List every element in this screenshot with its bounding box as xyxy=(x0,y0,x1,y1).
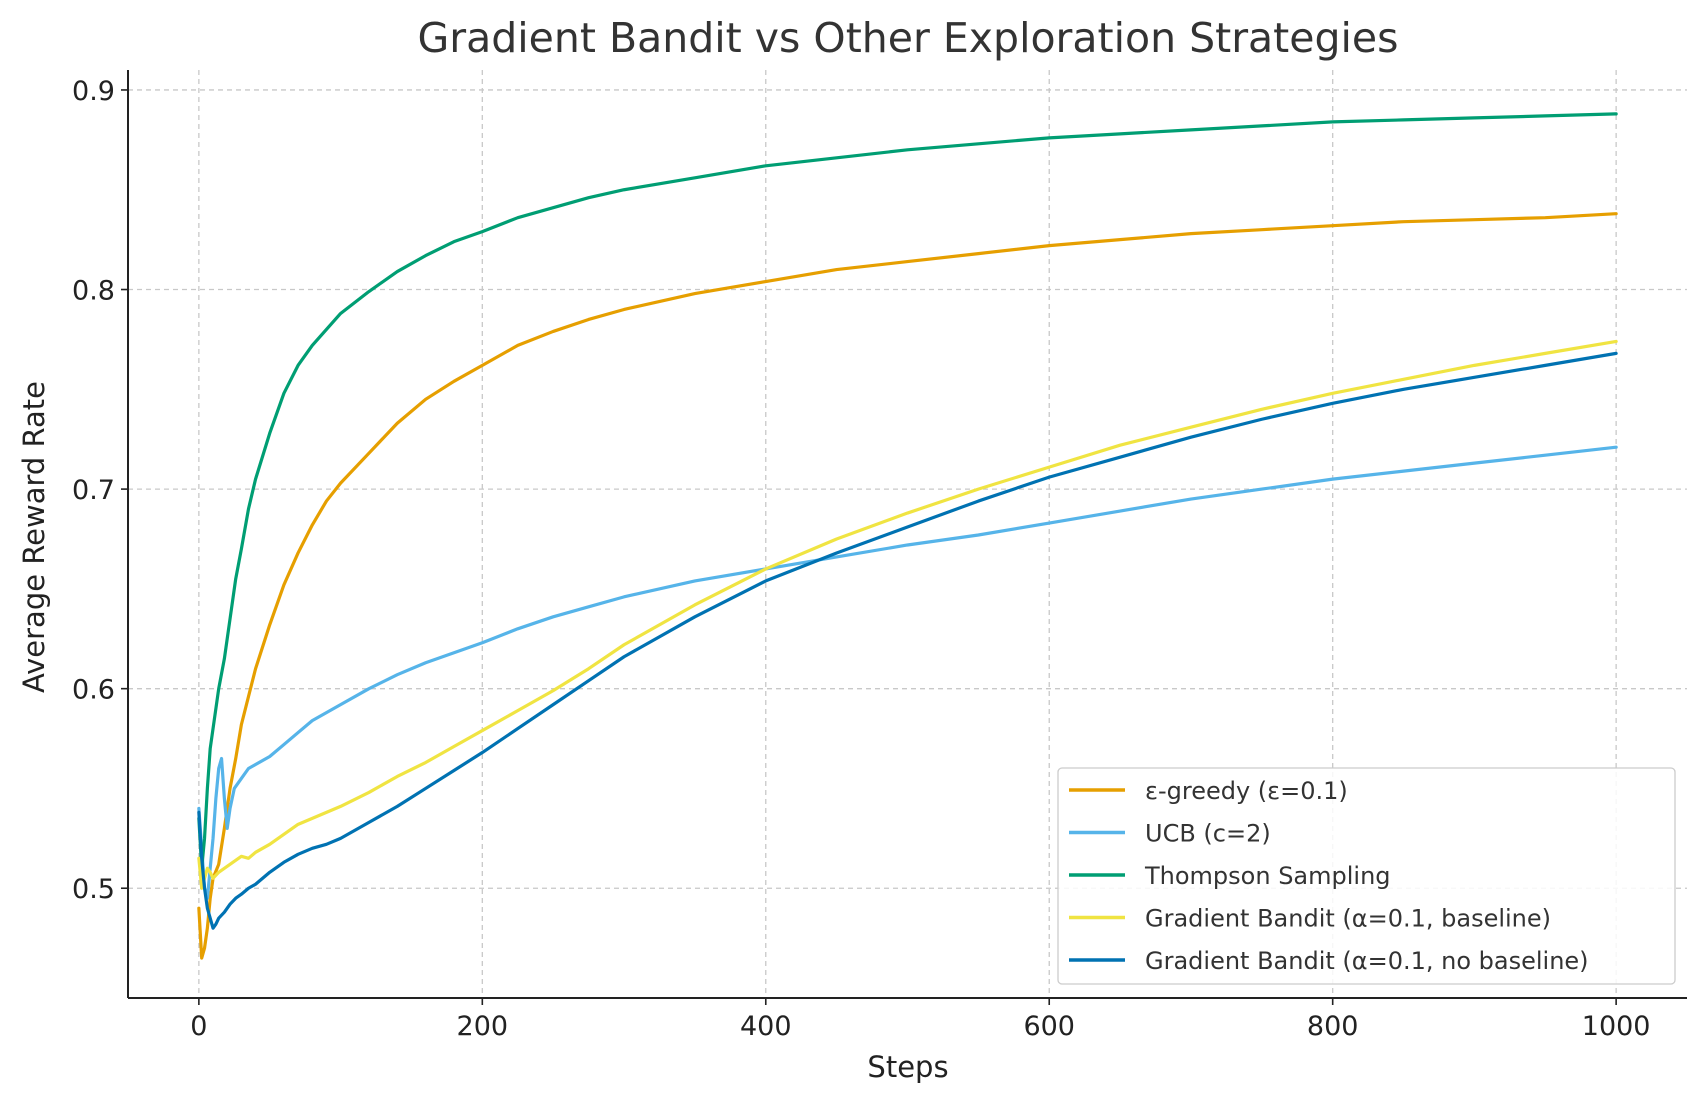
series-lines xyxy=(197,112,1618,960)
x-tick-label: 200 xyxy=(457,1011,509,1042)
y-tick-label: 0.8 xyxy=(72,276,115,307)
y-axis-ticks: 0.5 0.6 0.7 0.8 0.9 xyxy=(72,76,128,905)
series-line-4 xyxy=(197,339,1618,890)
series-line-2 xyxy=(197,445,1618,900)
y-axis-title: Average Reward Rate xyxy=(17,381,51,693)
y-tick-label: 0.9 xyxy=(72,76,115,107)
y-tick-label: 0.5 xyxy=(72,874,115,905)
y-tick-label: 0.7 xyxy=(72,475,115,506)
x-axis-title: Steps xyxy=(867,1050,948,1084)
legend-label: Gradient Bandit (α=0.1, no baseline) xyxy=(1145,947,1589,975)
x-tick-label: 600 xyxy=(1023,1011,1075,1042)
axes xyxy=(127,70,1687,999)
x-tick-label: 0 xyxy=(190,1011,207,1042)
legend-box xyxy=(1057,767,1676,985)
x-tick-label: 800 xyxy=(1307,1011,1359,1042)
legend-label: UCB (c=2) xyxy=(1145,820,1271,848)
legend-label: Gradient Bandit (α=0.1, baseline) xyxy=(1145,905,1551,933)
legend-label: Thompson Sampling xyxy=(1144,862,1391,890)
chart-title: Gradient Bandit vs Other Exploration Str… xyxy=(418,14,1399,62)
legend: ε-greedy (ε=0.1) UCB (c=2) Thompson Sampli… xyxy=(1057,767,1676,985)
y-tick-label: 0.6 xyxy=(72,675,115,706)
x-axis-ticks: 0 200 400 600 800 1000 xyxy=(190,998,1650,1042)
x-tick-label: 400 xyxy=(740,1011,792,1042)
legend-label: ε-greedy (ε=0.1) xyxy=(1145,777,1348,805)
series-line-5 xyxy=(197,351,1618,930)
series-line-3 xyxy=(197,112,1618,870)
series-line-1 xyxy=(197,212,1618,960)
x-tick-label: 1000 xyxy=(1582,1011,1651,1042)
